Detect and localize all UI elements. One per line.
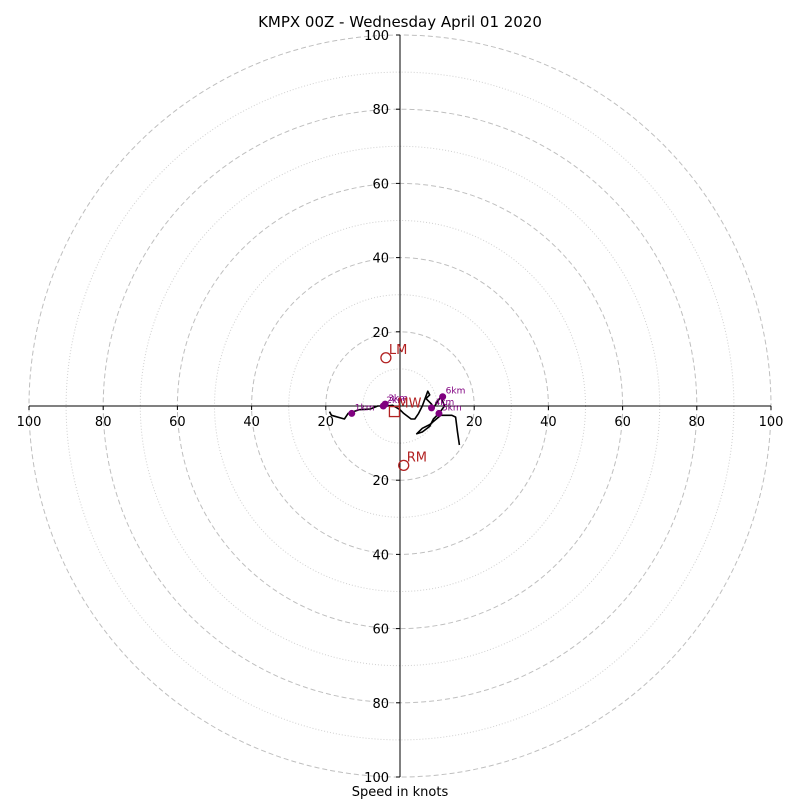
y-tick-label: 100 <box>364 771 389 786</box>
y-tick-label: 80 <box>372 103 389 118</box>
storm-motion-label: LM <box>389 343 407 358</box>
x-tick-label: 40 <box>540 415 557 430</box>
storm-motion-marker <box>380 352 392 364</box>
height-marker-label: 5km <box>442 403 462 413</box>
y-tick-label: 100 <box>364 29 389 44</box>
height-marker-label: 4km <box>435 398 455 408</box>
hodograph-line <box>328 390 461 446</box>
height-marker-point <box>435 409 443 417</box>
height-marker-label: 6km <box>446 387 466 397</box>
y-tick-label: 20 <box>372 326 389 341</box>
y-tick-label: 80 <box>372 697 389 712</box>
x-tick-label: 60 <box>614 415 631 430</box>
height-marker-point <box>428 404 436 412</box>
chart-title: KMPX 00Z - Wednesday April 01 2020 <box>258 13 542 31</box>
height-marker-point <box>348 409 356 417</box>
x-tick-label: 100 <box>759 415 784 430</box>
tick-labels: 100 80 60 40 20 20 40 60 80 100 100 80 60 40 20 20 40 60 8… <box>17 29 784 786</box>
y-tick-label: 60 <box>372 623 389 638</box>
storm-motion-marker <box>388 405 401 418</box>
storm-motions: LM RM MW <box>380 343 427 472</box>
height-marker-label: 3km <box>388 394 408 404</box>
height-marker-label: 2km <box>386 396 406 406</box>
y-tick-label: 60 <box>372 177 389 192</box>
y-tick-label: 40 <box>372 548 389 563</box>
height-marker-point <box>439 393 447 401</box>
y-tick-label: 40 <box>372 252 389 267</box>
hodograph-trace <box>328 390 461 446</box>
x-tick-label: 20 <box>318 415 335 430</box>
storm-motion-marker <box>398 459 410 472</box>
y-tick-label: 20 <box>372 474 389 489</box>
x-tick-label: 80 <box>689 415 706 430</box>
x-tick-label: 60 <box>169 415 186 430</box>
storm-motion-label: RM <box>407 450 427 465</box>
x-tick-label: 80 <box>95 415 112 430</box>
storm-motion-label: MW <box>397 397 421 412</box>
height-marker-label: 1km <box>355 403 375 413</box>
x-tick-label: 20 <box>466 415 483 430</box>
x-axis-label: Speed in knots <box>352 785 449 800</box>
height-marker-point <box>381 400 389 408</box>
x-tick-label: 40 <box>243 415 260 430</box>
x-tick-label: 100 <box>17 415 42 430</box>
